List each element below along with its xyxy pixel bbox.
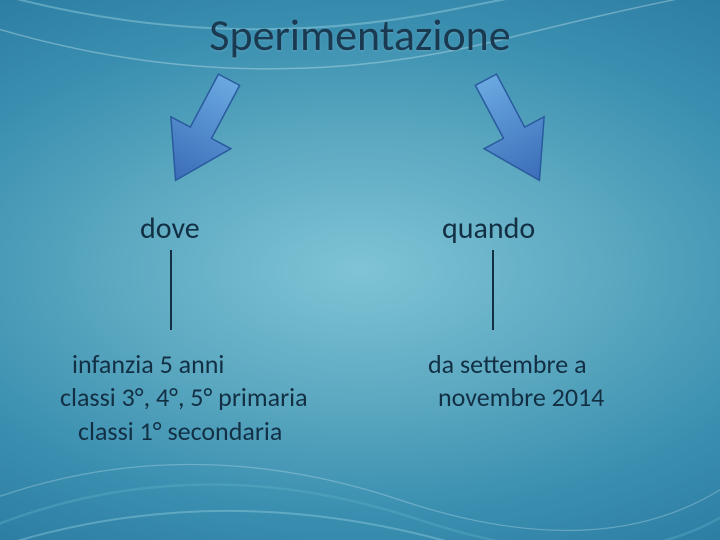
- body-left-line2: classi 3°, 4°, 5° primaria: [60, 381, 308, 414]
- body-right: da settembre a novembre 2014: [428, 348, 604, 415]
- subhead-dove: dove: [140, 210, 200, 247]
- slide-title: Sperimentazione: [0, 8, 720, 62]
- body-right-line1: da settembre a: [428, 348, 604, 381]
- body-left: infanzia 5 anni classi 3°, 4°, 5° primar…: [60, 348, 308, 448]
- body-left-line1: infanzia 5 anni: [60, 348, 308, 381]
- body-left-line3: classi 1° secondaria: [60, 415, 308, 448]
- subhead-quando: quando: [442, 210, 535, 247]
- background: [0, 0, 720, 540]
- connector-line-right: [492, 250, 494, 330]
- connector-line-left: [170, 250, 172, 330]
- body-right-line2: novembre 2014: [428, 381, 604, 414]
